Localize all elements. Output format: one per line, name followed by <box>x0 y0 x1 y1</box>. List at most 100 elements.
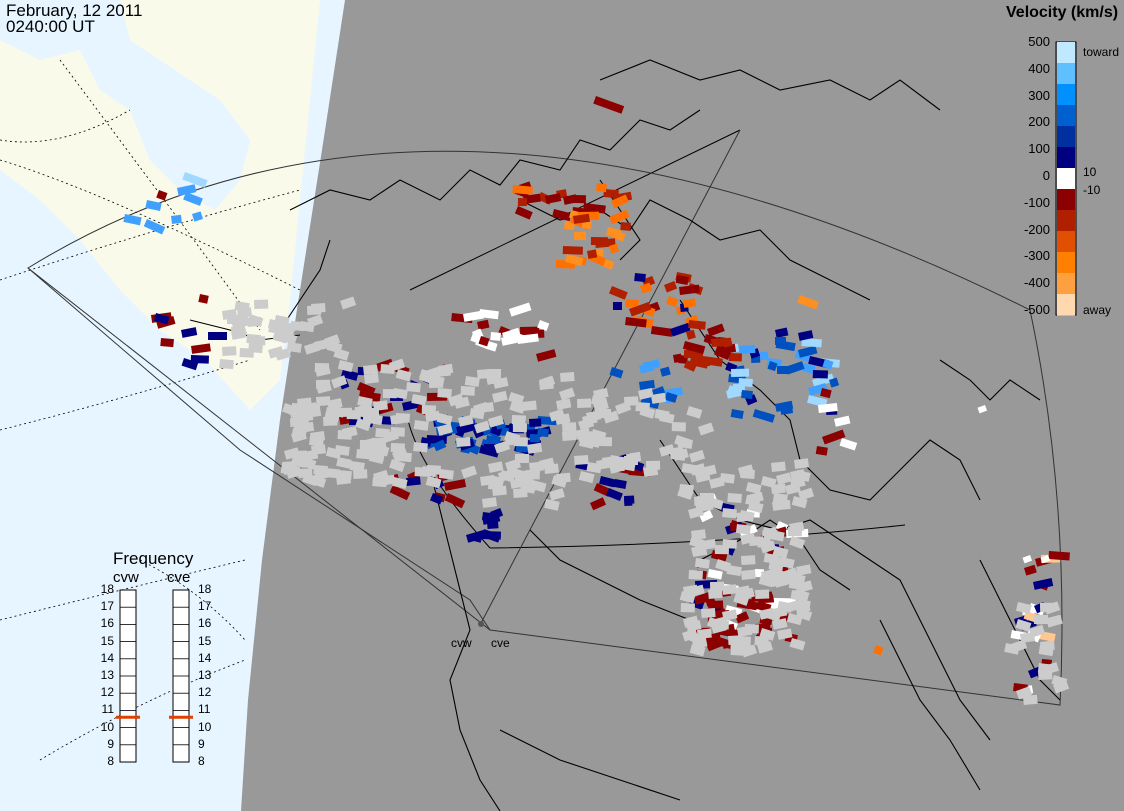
colorbar-away-label: away <box>1083 303 1112 317</box>
velocity-cell <box>590 497 607 511</box>
ground-scatter-cell <box>219 359 234 370</box>
ground-scatter-cell <box>696 496 711 507</box>
frequency-scale-label-left: 15 <box>100 633 114 648</box>
velocity-cell <box>485 435 501 445</box>
velocity-cell <box>156 189 168 201</box>
velocity-cell <box>603 189 619 199</box>
radar-label-cvw: cvw <box>451 636 472 650</box>
ground-scatter-cell <box>411 394 427 406</box>
ground-scatter-cell <box>698 422 715 436</box>
ground-scatter-cell <box>681 463 697 475</box>
ground-scatter-cell <box>336 474 351 485</box>
ground-scatter-cell <box>389 458 406 473</box>
velocity-cell <box>639 362 655 374</box>
ground-scatter-cell <box>227 315 241 324</box>
ground-scatter-cell <box>651 392 667 404</box>
velocity-cell <box>707 323 725 337</box>
velocity-cell <box>798 345 818 358</box>
colorbar-swatch <box>1057 210 1075 232</box>
velocity-cell <box>613 302 622 310</box>
velocity-cell <box>701 355 723 367</box>
ground-scatter-cell <box>722 609 738 621</box>
colorbar-tick-label: -200 <box>1023 221 1050 237</box>
ground-scatter-cell <box>388 358 406 372</box>
velocity-cell <box>738 378 753 387</box>
ground-scatter-cell <box>1015 602 1032 614</box>
ground-scatter-cell <box>760 476 777 489</box>
velocity-cell <box>609 367 624 379</box>
velocity-cell <box>208 332 227 340</box>
ground-scatter-cell <box>601 458 616 468</box>
colorbar-tick-label: -400 <box>1023 275 1050 291</box>
ground-scatter-cells <box>219 296 1070 705</box>
ground-scatter-cell <box>494 440 511 454</box>
frequency-radar-label: cvw <box>113 569 139 586</box>
ground-scatter-cell <box>369 451 384 462</box>
radar-field-of-view <box>27 129 1063 706</box>
velocity-cell <box>1033 578 1054 590</box>
graticule <box>0 59 301 761</box>
ground-scatter-cell <box>748 491 764 504</box>
ground-scatter-cell <box>719 473 735 484</box>
ground-scatter-cell <box>222 346 237 356</box>
ground-scatter-cell <box>406 381 421 393</box>
radar-label-cve: cve <box>491 636 510 650</box>
ground-scatter-cell <box>771 461 786 472</box>
ground-scatter-cell <box>435 366 451 377</box>
velocity-cell <box>707 569 723 580</box>
ground-scatter-cell <box>654 408 670 421</box>
ground-scatter-cell <box>248 343 263 354</box>
velocity-cell <box>514 206 533 220</box>
velocity-cell <box>683 360 698 372</box>
velocity-cell <box>610 194 629 209</box>
velocity-cell <box>596 183 607 193</box>
ground-scatter-cell <box>488 415 504 428</box>
velocity-cell <box>780 405 794 415</box>
ground-scatter-cell <box>254 299 269 309</box>
velocity-cell <box>735 611 750 624</box>
time-label: 0240:00 UT <box>6 17 95 36</box>
ground-scatter-cell <box>1037 663 1053 674</box>
velocity-cell <box>822 429 846 445</box>
ground-scatter-cell <box>477 369 492 379</box>
ground-scatter-cell <box>336 457 352 469</box>
ground-scatter-cell <box>316 381 332 394</box>
colorbar-inner-tick-label: 10 <box>1083 165 1097 179</box>
ground-scatter-cell <box>696 628 712 639</box>
ground-scatter-cell <box>551 474 568 488</box>
velocity-cell <box>1048 551 1070 561</box>
ground-scatter-cell <box>324 334 341 348</box>
ground-scatter-cell <box>429 378 444 388</box>
ground-scatter-cell <box>304 341 321 355</box>
velocity-cell <box>684 350 703 358</box>
ground-scatter-cell <box>706 617 724 631</box>
ground-scatter-cell <box>688 570 703 580</box>
velocity-cell <box>775 337 786 345</box>
ground-scatter-cell <box>754 589 770 599</box>
ground-scatter-cell <box>741 569 756 580</box>
frequency-scale-label-left: 18 <box>100 582 114 596</box>
ground-scatter-cell <box>782 567 799 581</box>
ground-scatter-cell <box>298 411 314 423</box>
velocity-cell <box>666 296 679 308</box>
ground-scatter-cell <box>682 628 699 642</box>
ground-scatter-cell <box>710 581 725 591</box>
velocity-cell <box>603 259 615 270</box>
ground-scatter-cell <box>527 442 543 454</box>
ground-scatter-cell <box>694 558 710 569</box>
colorbar-tick-label: 0 <box>1042 168 1050 183</box>
ground-scatter-cell <box>487 369 501 378</box>
ground-scatter-cell <box>222 309 238 320</box>
velocity-cell <box>609 209 630 225</box>
velocity-cell <box>143 219 166 235</box>
velocity-cell <box>609 243 619 254</box>
velocity-cell <box>191 211 203 222</box>
velocity-cell <box>477 319 490 330</box>
velocity-cell <box>699 509 714 523</box>
velocity-cell <box>463 310 485 322</box>
ground-scatter-cell <box>327 398 343 410</box>
velocity-cell <box>686 329 696 340</box>
ground-scatter-cell <box>1028 624 1046 638</box>
ground-scatter-cell <box>790 590 806 602</box>
